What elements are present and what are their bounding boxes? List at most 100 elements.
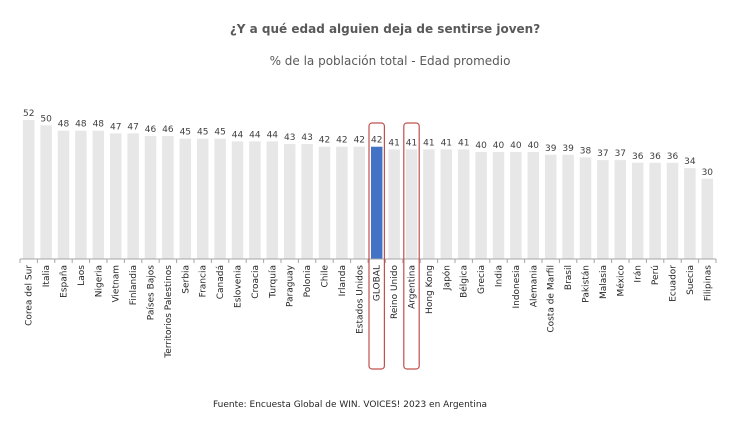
data-label: 48 <box>75 120 87 130</box>
tick-label: Territorios Palestinos <box>164 265 174 359</box>
data-label: 45 <box>197 128 208 138</box>
bar <box>162 136 174 259</box>
data-label: 42 <box>336 136 347 146</box>
tick-label: Bélgica <box>459 265 470 298</box>
data-label: 43 <box>284 133 295 143</box>
bar <box>144 136 157 259</box>
tick-label: Filipinas <box>703 265 713 301</box>
bar <box>631 162 644 259</box>
data-label: 34 <box>684 157 696 167</box>
bar <box>92 130 105 259</box>
tick-label: Alemania <box>529 265 539 307</box>
source-note: Fuente: Encuesta Global de WIN. VOICES! … <box>212 400 488 410</box>
tick-label: GLOBAL <box>373 265 383 301</box>
data-label: 43 <box>301 133 312 143</box>
tick-label: Suecia <box>686 265 696 295</box>
data-label: 48 <box>58 120 70 130</box>
bars-layer <box>22 120 714 259</box>
tick-label: Pakistán <box>582 265 592 303</box>
data-label: 41 <box>423 138 434 148</box>
tick-label: Laos <box>77 265 87 286</box>
bar <box>666 162 679 259</box>
tick-label: Polonia <box>303 265 313 297</box>
data-label: 40 <box>475 141 487 151</box>
bar <box>196 138 209 259</box>
bar <box>214 138 226 259</box>
bar <box>266 141 279 259</box>
bar <box>57 130 70 259</box>
data-label: 46 <box>162 125 174 135</box>
data-label: 44 <box>267 130 279 140</box>
tick-label: Serbia <box>181 265 191 294</box>
data-label: 39 <box>562 144 574 154</box>
data-label: 50 <box>40 114 52 124</box>
chart-subtitle: % de la población total - Edad promedio <box>269 54 511 68</box>
tick-label: Canadá <box>216 265 226 299</box>
x-axis <box>19 258 717 263</box>
bar <box>510 152 522 259</box>
tick-label: Indonesia <box>512 265 522 309</box>
bar <box>405 149 418 259</box>
data-label: 40 <box>528 141 540 151</box>
bar <box>544 154 557 259</box>
data-label: 38 <box>580 146 592 156</box>
bar <box>614 160 627 259</box>
tick-label: Corea del Sur <box>25 265 35 326</box>
labels-layer: 52 Corea del Sur 50 Italia 48 España 48 Laos 48 N… <box>23 109 713 359</box>
tick-label: Grecia <box>477 265 487 294</box>
data-label: 41 <box>458 138 469 148</box>
data-label: 41 <box>441 138 452 148</box>
bar <box>684 168 696 259</box>
bar <box>562 154 574 259</box>
tick-label: México <box>615 265 626 297</box>
tick-label: Japón <box>441 265 452 291</box>
bar <box>249 141 261 259</box>
bar <box>492 152 505 259</box>
bar <box>75 130 87 259</box>
tick-label: Perú <box>651 265 661 285</box>
data-label: 47 <box>127 122 138 132</box>
data-label: 37 <box>597 149 608 159</box>
bar <box>109 133 122 259</box>
tick-label: Paraguay <box>286 264 296 307</box>
data-label: 42 <box>354 136 365 146</box>
data-label: 42 <box>371 136 382 146</box>
bar <box>231 141 244 259</box>
tick-label: Irlanda <box>338 265 348 296</box>
bar <box>283 144 296 259</box>
highlight-outlines <box>368 122 420 370</box>
bar <box>22 120 35 259</box>
bar <box>388 149 400 259</box>
tick-label: Países Bajos <box>147 265 157 321</box>
bar <box>440 149 453 259</box>
bar <box>423 149 435 259</box>
chart-title: ¿Y a qué edad alguien deja de sentirse j… <box>229 22 541 36</box>
data-label: 39 <box>545 144 557 154</box>
bar <box>527 152 540 259</box>
tick-label: Eslovenia <box>234 265 244 308</box>
data-label: 41 <box>406 138 417 148</box>
bar <box>597 160 609 259</box>
data-label: 37 <box>615 149 626 159</box>
data-label: 47 <box>110 122 121 132</box>
bar <box>179 138 192 259</box>
data-label: 42 <box>319 136 330 146</box>
data-label: 36 <box>649 152 661 162</box>
bar <box>579 157 592 259</box>
tick-label: Irán <box>634 265 644 283</box>
bar <box>40 125 52 259</box>
tick-label: Croacia <box>251 265 261 299</box>
bar <box>127 133 139 259</box>
highlight-outline <box>403 122 420 370</box>
data-label: 44 <box>232 130 244 140</box>
tick-label: Turquía <box>268 265 278 299</box>
data-label: 40 <box>493 141 505 151</box>
tick-label: Argentina <box>408 265 418 309</box>
data-label: 30 <box>702 168 714 178</box>
tick-label: Reino Unido <box>390 265 400 319</box>
tick-label: Costa de Marfil <box>547 265 557 333</box>
tick-label: España <box>60 265 70 298</box>
data-label: 40 <box>510 141 522 151</box>
data-label: 45 <box>214 128 225 138</box>
data-label: 45 <box>180 128 191 138</box>
